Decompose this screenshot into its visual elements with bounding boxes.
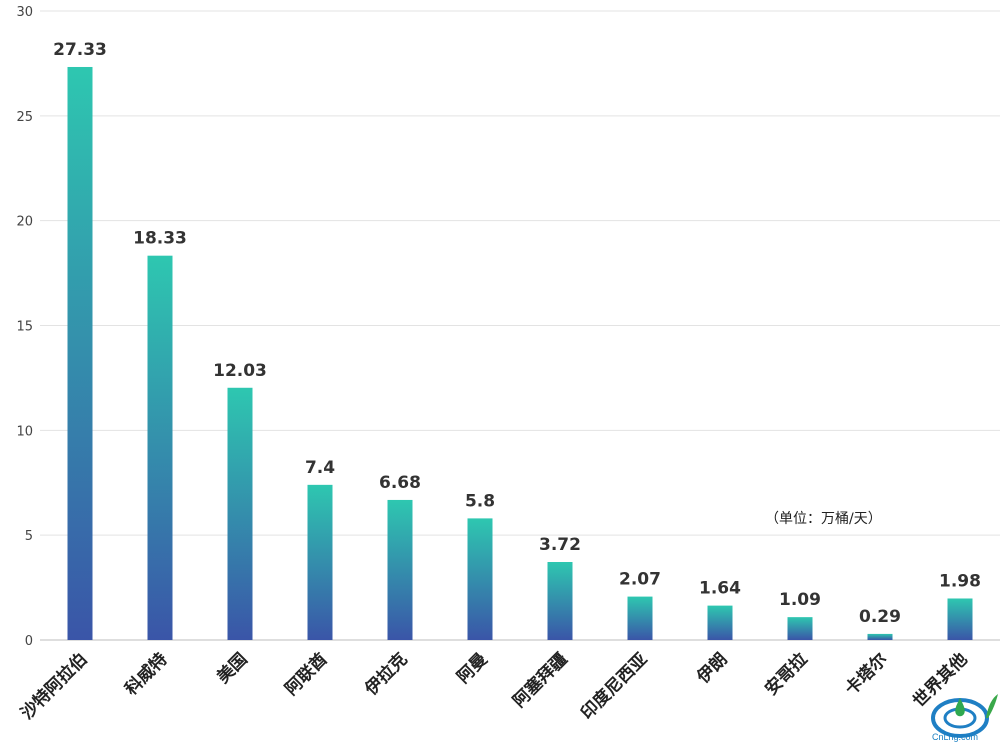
data-label: 6.68	[379, 473, 421, 493]
bar	[867, 633, 893, 640]
data-label: 1.64	[699, 579, 741, 599]
logo-leaf-icon	[986, 694, 998, 718]
watermark-logo: CnLng.com	[931, 694, 998, 742]
bar	[947, 598, 973, 640]
bar	[147, 255, 173, 640]
x-tick-label: 安哥拉	[761, 649, 812, 700]
x-tick-label: 阿联酋	[281, 649, 332, 700]
bar	[67, 66, 93, 640]
x-tick-label: 阿曼	[453, 649, 491, 687]
x-tick-label: 世界其他	[909, 649, 972, 712]
x-tick-label: 伊拉克	[360, 649, 412, 701]
data-label: 1.98	[939, 571, 981, 591]
x-tick-label: 沙特阿拉伯	[17, 649, 92, 724]
y-tick-label: 0	[25, 634, 33, 649]
data-label: 2.07	[619, 570, 661, 590]
data-label: 5.8	[465, 491, 495, 511]
bar	[467, 518, 493, 640]
data-label: 18.33	[133, 229, 187, 249]
y-tick-label: 5	[25, 529, 33, 544]
data-label: 7.4	[305, 458, 335, 478]
logo-text: CnLng.com	[932, 732, 978, 742]
data-label: 0.29	[859, 607, 901, 627]
data-label: 12.03	[213, 361, 267, 381]
bar	[707, 605, 733, 640]
bar	[307, 484, 333, 640]
unit-note: （单位：万桶/天）	[765, 511, 882, 527]
data-labels: 27.33 18.33 12.03 7.4 6.68 5.8 3.72 2.07 1.64 1.0…	[53, 40, 981, 627]
data-label: 27.33	[53, 40, 107, 60]
bar	[387, 499, 413, 640]
data-label: 3.72	[539, 535, 581, 555]
y-tick-label: 15	[16, 320, 33, 335]
data-label: 1.09	[779, 590, 821, 610]
x-tick-label: 卡塔尔	[841, 649, 892, 700]
x-tick-label: 伊朗	[692, 649, 732, 689]
bar	[227, 387, 253, 640]
bar	[627, 596, 653, 640]
gridlines	[40, 10, 1000, 641]
y-tick-label: 10	[16, 424, 33, 439]
bars	[67, 66, 973, 640]
y-tick-label: 30	[16, 5, 33, 20]
bar	[787, 617, 813, 640]
y-axis-ticks: 0 5 10 15 20 25 30	[16, 5, 33, 649]
x-tick-label: 科威特	[121, 649, 172, 700]
y-tick-label: 20	[16, 215, 33, 230]
x-tick-label: 阿塞拜疆	[509, 649, 572, 712]
x-axis-ticks: 沙特阿拉伯 科威特 美国 阿联酋 伊拉克 阿曼 阿塞拜疆 印度尼西亚 伊朗 安哥拉 卡塔尔 世界其他	[17, 649, 972, 724]
x-tick-label: 美国	[213, 649, 252, 688]
x-tick-label: 印度尼西亚	[577, 649, 652, 724]
bar	[547, 562, 573, 640]
logo-drop-icon	[955, 698, 965, 717]
y-tick-label: 25	[16, 110, 33, 125]
